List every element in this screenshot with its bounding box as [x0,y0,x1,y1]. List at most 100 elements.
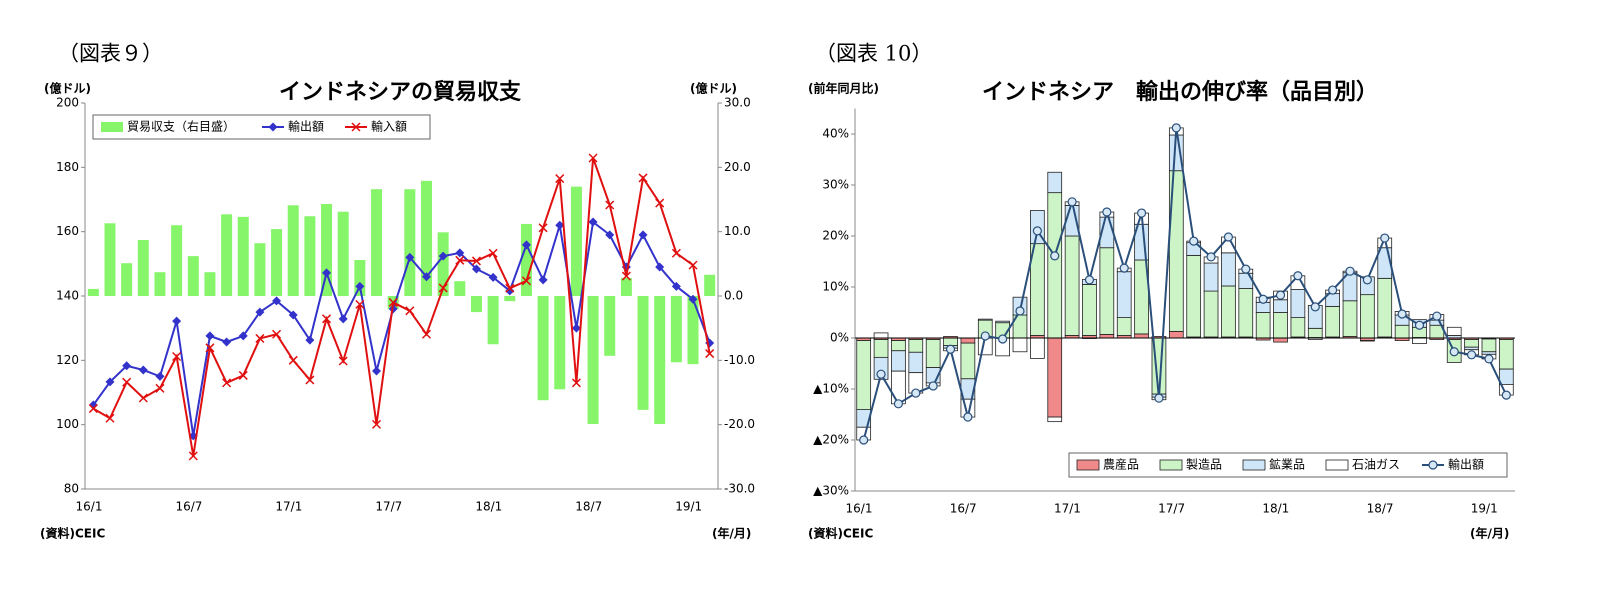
marker [1501,390,1511,400]
marker [671,248,681,258]
marker [1484,354,1494,364]
y-tick-label: 180 [56,160,79,174]
chart-title: インドネシアの貿易収支 [279,80,522,105]
y-axis-label: (前年同月比) [808,81,879,96]
marker [1258,294,1268,304]
bar-segment [977,318,993,321]
marker [1241,264,1251,274]
marker [521,240,531,250]
x-tick-label: 19/1 [1471,502,1498,516]
y-tick-label: ▲20% [813,433,849,447]
marker [405,252,415,262]
marker [638,230,648,240]
bar-segment [1377,277,1393,338]
marker [638,173,648,183]
marker [688,260,698,270]
marker [338,356,348,366]
marker [222,378,232,388]
marker [272,296,282,306]
bar-segment [1360,340,1375,342]
bar [154,272,166,296]
bar-segment [1394,324,1410,339]
bar-segment [943,337,958,347]
marker [998,334,1008,344]
legend-label: 輸出額 [288,119,324,134]
y-tick-label: 140 [56,289,79,303]
marker [305,335,315,345]
bar-segment [1186,254,1202,338]
bar-segment [1273,299,1288,313]
bar [504,296,516,302]
marker [438,251,448,261]
marker [188,451,198,461]
bar [704,274,716,296]
x-axis-label: (年/月) [1470,526,1509,541]
marker [605,230,615,240]
marker [963,412,973,422]
marker [605,200,615,210]
bar-segment [1464,339,1479,348]
x-tick-label: 19/1 [675,500,702,514]
bar-segment [1082,284,1097,336]
marker [238,331,248,341]
marker [980,331,990,341]
bar-segment [891,340,906,352]
legend-swatch [1325,459,1349,471]
bar-segment [1012,337,1028,353]
marker [288,355,298,365]
marker [322,314,332,324]
bar-segment [1307,327,1323,338]
x-tick-label: 16/1 [76,500,103,514]
marker [205,331,215,341]
bar [354,259,366,296]
bar-segment [1099,334,1115,339]
marker [521,276,531,286]
legend-label: 農産品 [1103,457,1139,472]
marker [288,310,298,320]
bar-segment [1273,337,1288,343]
y-tick-label: 80 [64,482,79,496]
y2-tick-label: -30.0 [724,482,755,496]
bar-segment [1099,247,1115,335]
bar [304,216,316,296]
marker [322,268,332,278]
marker [455,255,465,265]
y-tick-label: 20% [822,229,849,243]
marker [155,371,165,381]
bar-segment [1134,333,1149,339]
bar-segment [1030,337,1045,359]
legend-swatch [1159,459,1183,471]
marker [945,344,956,354]
bar-segment [1047,337,1063,418]
marker [372,366,382,376]
y2-tick-label: 20.0 [724,160,751,174]
bar [287,205,299,296]
bar-segment [1221,285,1236,338]
source: (資料)CEIC [808,526,873,541]
marker [588,217,598,227]
bar-segment [1116,271,1132,319]
x-tick-label: 18/1 [475,500,502,514]
bar-segment [1168,330,1184,339]
legend-label: 鉱業品 [1269,457,1305,472]
marker [421,272,431,282]
chart-title: インドネシア 輸出の伸び率（品目別） [982,79,1378,105]
marker [555,174,565,184]
marker [1189,236,1199,246]
bar-segment [1064,235,1080,336]
legend-swatch [1242,459,1266,471]
bar-segment [1221,252,1236,287]
x-axis-label: (年/月) [712,526,751,541]
y2-tick-label: 10.0 [724,224,751,238]
bar-segment [1412,337,1427,345]
y-tick-label: 10% [822,280,849,294]
bar [470,296,482,313]
marker [1380,233,1390,243]
bar [371,189,383,296]
legend-label: 輸出額 [1448,457,1484,472]
y2-axis-label: (億ドル) [690,81,737,96]
bar [637,296,649,410]
bar-segment [1498,339,1514,370]
marker [688,294,698,304]
